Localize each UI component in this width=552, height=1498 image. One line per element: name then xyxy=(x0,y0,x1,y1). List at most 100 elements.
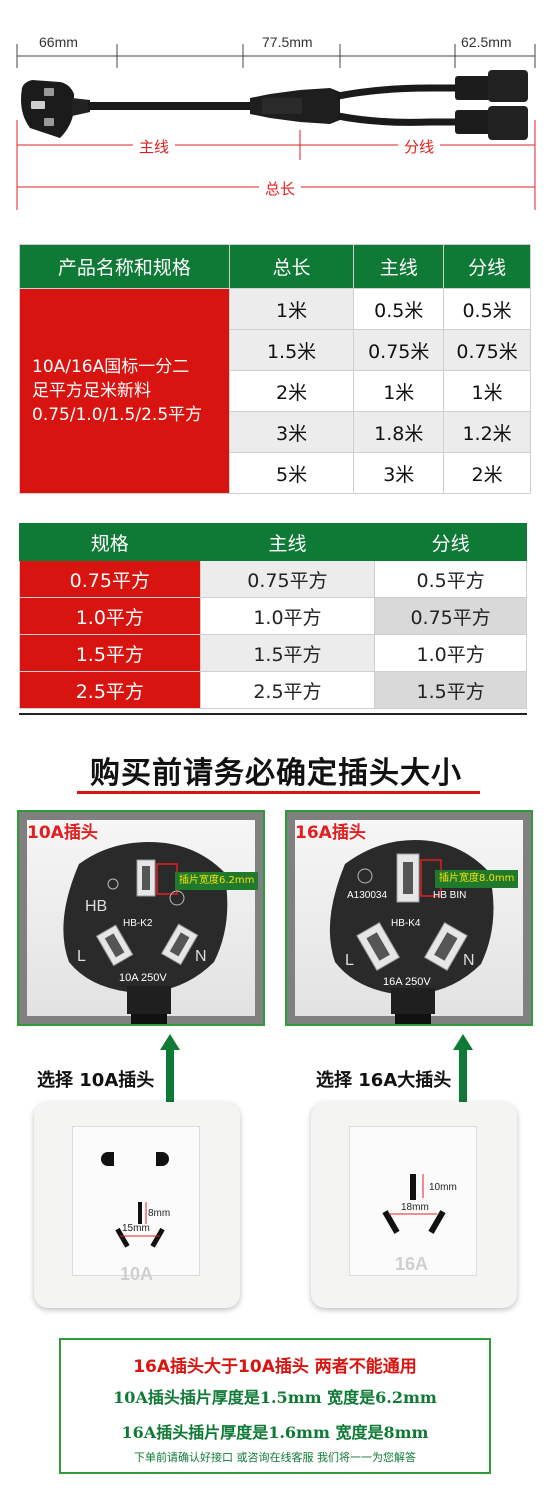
plug-16a-l: L xyxy=(345,952,354,969)
dimension-connector: 62.5mm xyxy=(461,34,512,50)
table-row: 3米 1.8米 1.2米 xyxy=(20,411,531,453)
cell-branch: 0.75米 xyxy=(443,329,531,371)
cell-branch: 0.5平方 xyxy=(374,560,527,598)
socket-16a-holes xyxy=(382,1174,446,1234)
cell-total: 2米 xyxy=(228,370,355,412)
select-16a-text: 选择 16A大插头 xyxy=(316,1070,452,1091)
cell-branch: 1.5平方 xyxy=(374,671,527,709)
arrow-up-icon xyxy=(453,1034,473,1102)
cell-branch: 2米 xyxy=(443,452,531,494)
plug-10a-rating: 10A 250V xyxy=(119,972,167,984)
plug-10a-width-note: 插片宽度6.2mm xyxy=(175,872,259,890)
table-row: 5米 3米 2米 xyxy=(20,452,531,494)
arrow-up-icon xyxy=(160,1034,180,1102)
cell-main: 3米 xyxy=(353,452,445,494)
gauge-spec-table: 规格 主线 分线 0.75平方 0.75平方 0.5平方 1.0平方 1.0平方… xyxy=(19,523,527,709)
product-line: 10A/16A国标一分二 xyxy=(32,357,190,377)
cell-main: 0.5米 xyxy=(353,288,445,330)
compatibility-note: 16A插头大于10A插头 两者不能通用 10A插头插片厚度是1.5mm 宽度是6… xyxy=(59,1338,491,1474)
plug-16a-model: HB-K4 xyxy=(391,918,421,929)
main-line-label: 主线 xyxy=(133,136,176,157)
table-row: 2.5平方 2.5平方 1.5平方 xyxy=(19,671,527,709)
product-line: 0.75/1.0/1.5/2.5平方 xyxy=(32,405,203,425)
cell-branch: 1.2米 xyxy=(443,411,531,453)
cell-spec: 1.0平方 xyxy=(19,597,201,635)
socket-10a-holes xyxy=(101,1152,169,1248)
plug-16a-panel: 16A插头 插片宽度8.0mm A130034 HB BIN HB-K4 L N… xyxy=(285,810,533,1026)
note-line-16a: 16A插头插片厚度是1.6mm 宽度是8mm xyxy=(121,1423,429,1442)
cell-total: 3米 xyxy=(228,411,355,453)
plug-16a-rating: 16A 250V xyxy=(383,976,431,988)
product-line: 足平方足米新料 xyxy=(32,381,151,401)
cell-spec: 1.5平方 xyxy=(19,634,201,672)
length-spec-table: 产品名称和规格 总长 主线 分线 10A/16A国标一分二 足平方足米新料 0.… xyxy=(19,244,531,494)
table-header-row: 规格 主线 分线 xyxy=(19,523,527,561)
cable-drawing xyxy=(16,44,536,210)
socket-10a-face xyxy=(72,1126,200,1276)
plug-10a-hb: HB xyxy=(85,898,108,915)
header-branch: 分线 xyxy=(443,244,531,289)
table-header-row: 产品名称和规格 总长 主线 分线 xyxy=(19,244,531,289)
cell-total: 1米 xyxy=(228,288,355,330)
note-line-10a: 10A插头插片厚度是1.5mm 宽度是6.2mm xyxy=(113,1388,437,1407)
plug-16a-brand: HB BIN xyxy=(433,890,467,901)
table-row: 1.5米 0.75米 0.75米 xyxy=(20,329,531,371)
cell-branch: 1米 xyxy=(443,370,531,412)
table-row: 2米 1米 1米 xyxy=(20,370,531,412)
header-main: 主线 xyxy=(353,244,445,289)
dimension-plug: 66mm xyxy=(39,34,78,50)
cell-main: 1.8米 xyxy=(353,411,445,453)
plug-10a-label: 10A插头 xyxy=(27,823,98,843)
select-10a-text: 选择 10A插头 xyxy=(37,1070,155,1091)
cell-main: 2.5平方 xyxy=(199,671,376,709)
socket-16a-horizontal-mm: 18mm xyxy=(401,1202,429,1213)
cell-branch: 0.75平方 xyxy=(374,597,527,635)
cell-total: 5米 xyxy=(228,452,355,494)
plug-10a-model: HB-K2 xyxy=(123,918,153,929)
cell-spec: 2.5平方 xyxy=(19,671,201,709)
plug-16a-n: N xyxy=(463,952,475,969)
plug-10a-panel: 10A插头 插片宽度6.2mm HB HB-K2 L N 10A 250V xyxy=(17,810,265,1026)
table-row: 1.0平方 1.0平方 0.75平方 xyxy=(19,597,527,635)
product-description: 10A/16A国标一分二 足平方足米新料 0.75/1.0/1.5/2.5平方 xyxy=(19,288,230,494)
cell-main: 1.0平方 xyxy=(199,597,376,635)
section-divider xyxy=(19,713,527,715)
plug-16a-width-note: 插片宽度8.0mm xyxy=(435,870,519,888)
header-spec: 规格 xyxy=(19,523,201,561)
cell-main: 1米 xyxy=(353,370,445,412)
note-line-warning: 16A插头大于10A插头 两者不能通用 xyxy=(133,1357,417,1377)
table-row: 0.75平方 0.75平方 0.5平方 xyxy=(19,560,527,598)
plug-10a-l: L xyxy=(77,948,86,965)
cell-total: 1.5米 xyxy=(228,329,355,371)
cell-main: 1.5平方 xyxy=(199,634,376,672)
cell-branch: 0.5米 xyxy=(443,288,531,330)
dimension-middle: 77.5mm xyxy=(262,34,313,50)
socket-16a-face xyxy=(349,1126,477,1276)
note-line-contact: 下单前请确认好接口 或咨询在线客服 我们将一一为您解答 xyxy=(134,1451,416,1464)
branch-line-label: 分线 xyxy=(398,136,441,157)
socket-16a-vertical-mm: 10mm xyxy=(429,1182,457,1193)
plug-16a-cert: A130034 xyxy=(347,890,388,901)
socket-10a-label: 10A xyxy=(120,1264,154,1284)
heading-underline xyxy=(77,791,480,794)
table-row: 1.5平方 1.5平方 1.0平方 xyxy=(19,634,527,672)
cell-branch: 1.0平方 xyxy=(374,634,527,672)
header-product: 产品名称和规格 xyxy=(19,244,230,289)
socket-16a-label: 16A xyxy=(395,1254,429,1274)
total-length-label: 总长 xyxy=(259,178,302,199)
socket-10a-horizontal-mm: 15mm xyxy=(122,1223,150,1234)
cell-main: 0.75平方 xyxy=(199,560,376,598)
cell-spec: 0.75平方 xyxy=(19,560,201,598)
plug-16a-label: 16A插头 xyxy=(295,823,366,843)
header-branch: 分线 xyxy=(374,523,527,561)
header-main: 主线 xyxy=(199,523,376,561)
plug-size-heading: 购买前请务必确定插头大小 xyxy=(90,756,462,791)
socket-16a: 10mm 18mm 16A xyxy=(311,1102,517,1308)
plug-10a-n: N xyxy=(195,948,207,965)
cable-diagram: 66mm 77.5mm 62.5mm 主线 分线 总长 xyxy=(0,0,552,225)
socket-10a: 8mm 15mm 10A xyxy=(34,1102,240,1308)
table-row: 10A/16A国标一分二 足平方足米新料 0.75/1.0/1.5/2.5平方 … xyxy=(19,288,531,494)
socket-10a-vertical-mm: 8mm xyxy=(148,1208,171,1219)
cell-main: 0.75米 xyxy=(353,329,445,371)
header-total: 总长 xyxy=(228,244,355,289)
